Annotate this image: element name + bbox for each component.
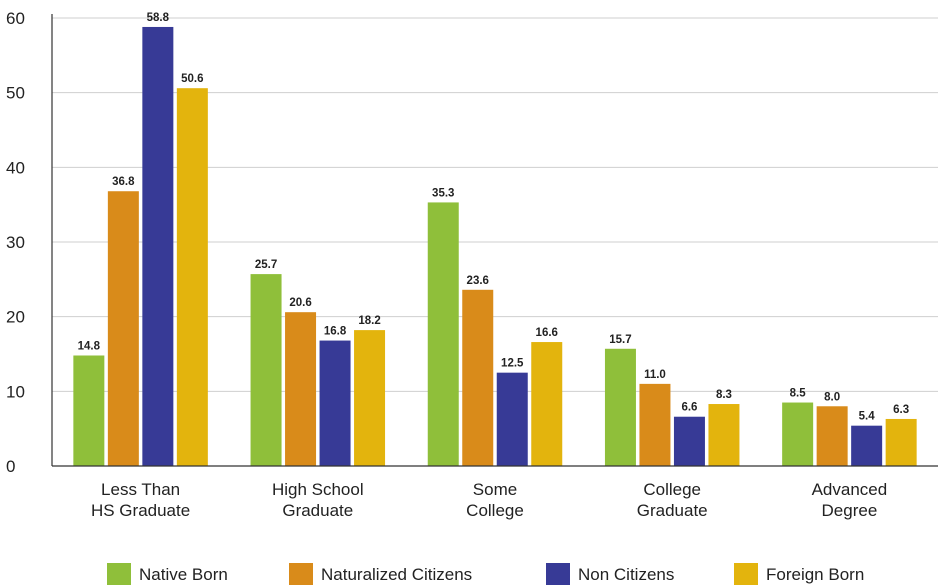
data-label: 6.3 xyxy=(893,404,909,416)
bar xyxy=(885,418,917,466)
legend: Native Born Naturalized Citizens Non Citiz… xyxy=(107,563,864,585)
x-tick-label: College xyxy=(466,501,524,520)
bar xyxy=(285,312,317,466)
y-tick-label: 20 xyxy=(6,308,25,327)
data-label: 16.8 xyxy=(324,326,347,338)
data-label: 20.6 xyxy=(289,297,311,309)
axes: 0 10 20 30 40 50 60 Less Than HS Graduate High Sc… xyxy=(6,9,938,520)
legend-swatch xyxy=(734,563,758,585)
bar xyxy=(639,383,671,466)
data-label: 58.8 xyxy=(147,12,170,24)
data-label: 36.8 xyxy=(112,176,135,188)
data-label: 6.6 xyxy=(681,402,697,414)
bar xyxy=(176,88,208,466)
x-tick-label: Graduate xyxy=(637,501,708,520)
bar xyxy=(496,372,528,466)
data-label: 8.5 xyxy=(790,388,807,400)
data-label: 16.6 xyxy=(536,327,558,339)
bar xyxy=(531,342,563,466)
bar xyxy=(73,355,105,466)
data-label: 35.3 xyxy=(432,187,454,199)
bar xyxy=(673,416,705,466)
bar xyxy=(816,406,848,466)
data-label: 25.7 xyxy=(255,259,277,271)
bar xyxy=(142,26,174,467)
bar xyxy=(107,191,139,466)
legend-label: Non Citizens xyxy=(578,565,674,584)
data-label: 23.6 xyxy=(467,275,489,287)
data-label: 8.0 xyxy=(824,391,840,403)
x-tick-label: Graduate xyxy=(282,501,353,520)
bar xyxy=(782,402,814,466)
data-label: 5.4 xyxy=(859,411,876,423)
y-tick-label: 0 xyxy=(6,457,15,476)
data-labels: 14.8 36.8 58.8 50.6 25.7 20.6 16.8 18.2 35.3 23.6… xyxy=(78,12,909,423)
bar xyxy=(708,404,740,466)
legend-swatch xyxy=(289,563,313,585)
data-label: 50.6 xyxy=(181,73,203,85)
x-tick-label: HS Graduate xyxy=(91,501,190,520)
bar xyxy=(604,348,636,466)
y-tick-label: 60 xyxy=(6,9,25,28)
y-tick-label: 50 xyxy=(6,84,25,103)
legend-label: Naturalized Citizens xyxy=(321,565,472,584)
y-tick-label: 10 xyxy=(6,382,25,401)
bar xyxy=(354,330,386,466)
bars xyxy=(73,26,917,467)
x-tick-label: Advanced xyxy=(812,480,888,499)
bar xyxy=(851,425,883,466)
x-tick-label: High School xyxy=(272,480,364,499)
bar xyxy=(319,340,351,466)
x-tick-label: Less Than xyxy=(101,480,180,499)
data-label: 12.5 xyxy=(501,358,524,370)
x-tick-label: College xyxy=(643,480,701,499)
bar xyxy=(250,274,282,466)
y-tick-label: 30 xyxy=(6,233,25,252)
data-label: 11.0 xyxy=(644,369,666,381)
x-tick-label: Degree xyxy=(822,501,878,520)
legend-label: Native Born xyxy=(139,565,228,584)
data-label: 15.7 xyxy=(609,334,631,346)
data-label: 14.8 xyxy=(78,340,101,352)
y-tick-label: 40 xyxy=(6,158,25,177)
x-tick-label: Some xyxy=(473,480,517,499)
legend-swatch xyxy=(107,563,131,585)
bar xyxy=(462,289,494,466)
legend-label: Foreign Born xyxy=(766,565,864,584)
data-label: 8.3 xyxy=(716,389,732,401)
legend-swatch xyxy=(546,563,570,585)
bar xyxy=(427,202,459,466)
data-label: 18.2 xyxy=(358,315,380,327)
